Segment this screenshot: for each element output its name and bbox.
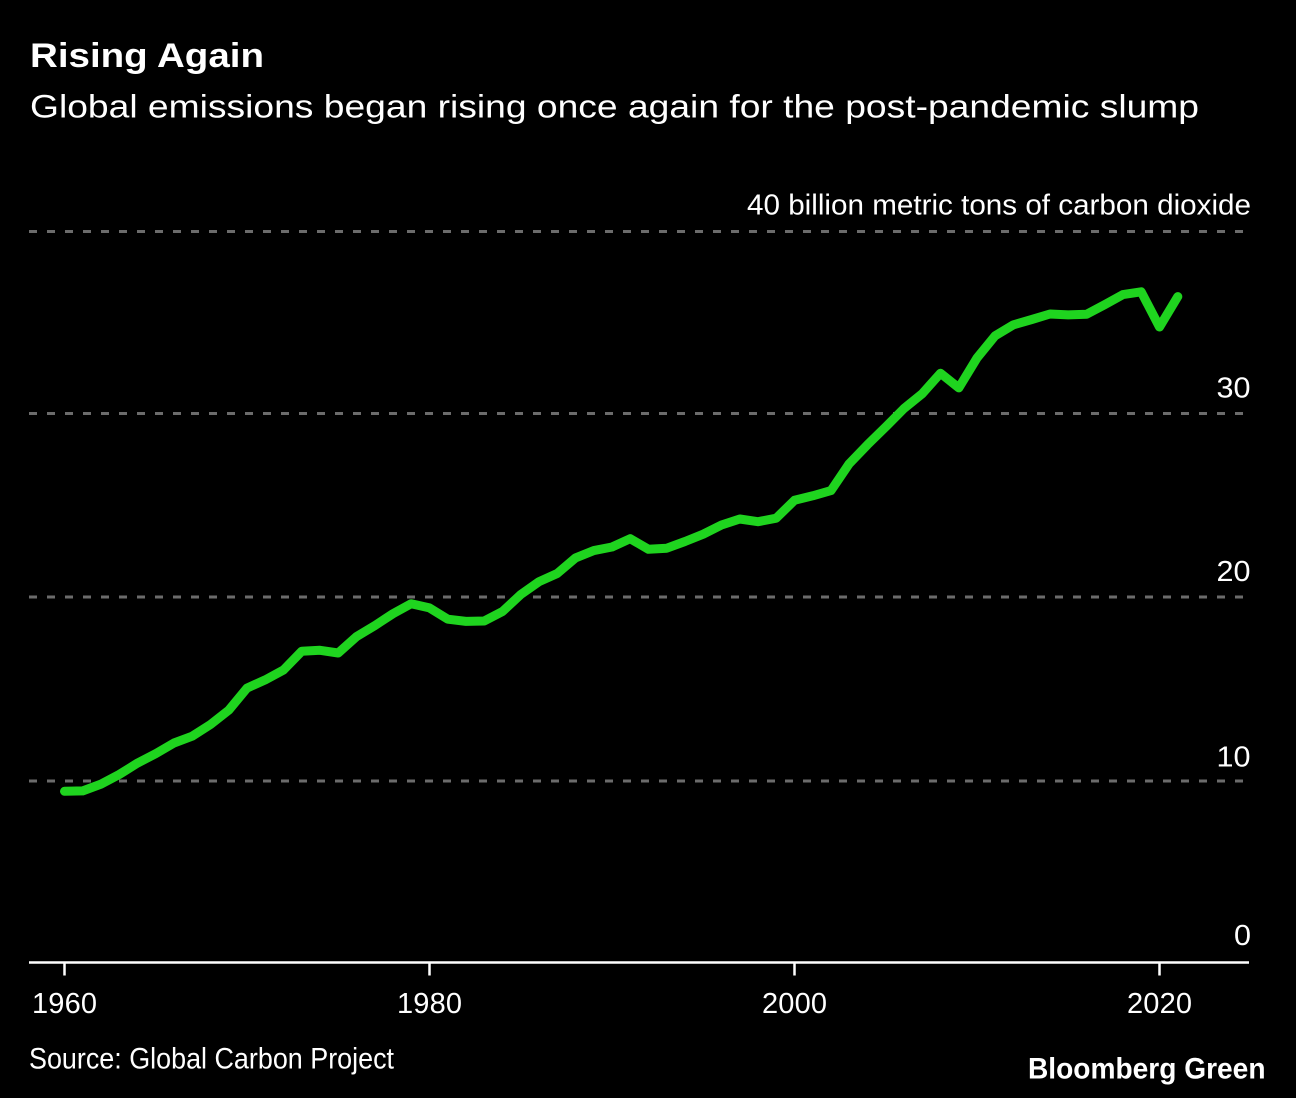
- svg-text:Source: Global Carbon Project: Source: Global Carbon Project: [29, 1043, 395, 1076]
- svg-text:0: 0: [1234, 920, 1251, 952]
- svg-text:30: 30: [1217, 373, 1251, 405]
- svg-text:20: 20: [1217, 556, 1251, 588]
- svg-text:Bloomberg Green: Bloomberg Green: [1028, 1053, 1266, 1086]
- svg-text:10: 10: [1217, 742, 1251, 774]
- svg-text:1980: 1980: [397, 988, 462, 1020]
- svg-text:40 billion metric tons of carb: 40 billion metric tons of carbon dioxide: [747, 190, 1251, 222]
- svg-text:1960: 1960: [32, 988, 97, 1020]
- svg-text:Rising Again: Rising Again: [30, 37, 264, 75]
- svg-text:2000: 2000: [762, 988, 827, 1020]
- svg-text:Global emissions began rising: Global emissions began rising once again…: [30, 89, 1199, 125]
- svg-text:2020: 2020: [1127, 988, 1192, 1020]
